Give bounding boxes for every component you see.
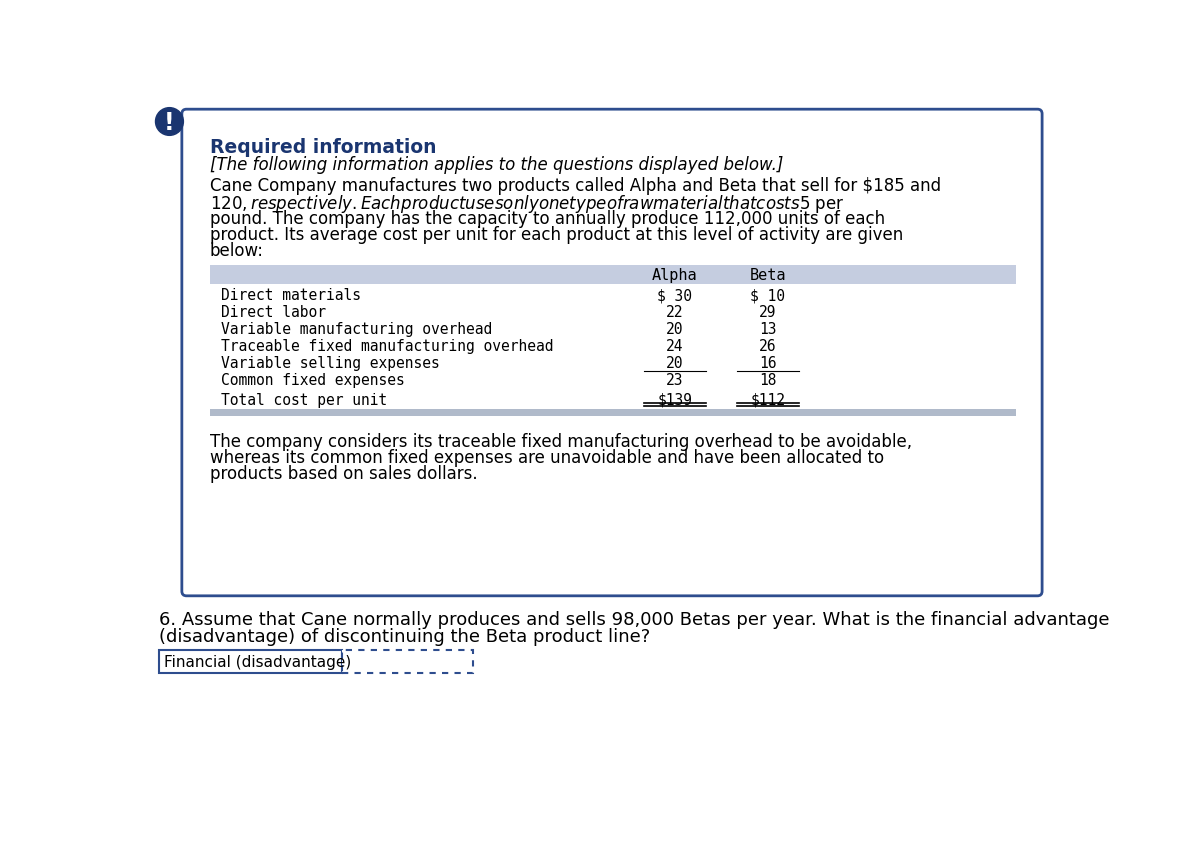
Text: $139: $139 (657, 392, 693, 407)
Text: 20: 20 (665, 356, 683, 370)
Text: 16: 16 (759, 356, 777, 370)
FancyBboxPatch shape (160, 650, 342, 673)
Text: Traceable fixed manufacturing overhead: Traceable fixed manufacturing overhead (221, 339, 554, 353)
Text: $ 10: $ 10 (751, 287, 785, 303)
Text: below:: below: (209, 241, 264, 259)
Text: 18: 18 (759, 372, 777, 387)
Text: Variable selling expenses: Variable selling expenses (221, 356, 440, 370)
Text: 23: 23 (665, 372, 683, 387)
Text: 24: 24 (665, 339, 683, 353)
Text: whereas its common fixed expenses are unavoidable and have been allocated to: whereas its common fixed expenses are un… (209, 449, 884, 467)
Text: (disadvantage) of discontinuing the Beta product line?: (disadvantage) of discontinuing the Beta… (160, 628, 650, 646)
Text: $ 30: $ 30 (657, 287, 693, 303)
Text: 22: 22 (665, 305, 683, 320)
Text: 6. Assume that Cane normally produces and sells 98,000 Betas per year. What is t: 6. Assume that Cane normally produces an… (160, 611, 1110, 629)
Text: product. Its average cost per unit for each product at this level of activity ar: product. Its average cost per unit for e… (209, 225, 903, 243)
Text: Alpha: Alpha (652, 268, 697, 282)
Text: [The following information applies to the questions displayed below.]: [The following information applies to th… (209, 155, 784, 173)
Text: !: ! (164, 110, 175, 134)
Text: $120, respectively. Each product uses only one type of raw material that costs $: $120, respectively. Each product uses on… (209, 193, 844, 215)
Text: Variable manufacturing overhead: Variable manufacturing overhead (221, 322, 493, 337)
Text: products based on sales dollars.: products based on sales dollars. (209, 465, 478, 483)
Text: 13: 13 (759, 322, 777, 337)
Text: The company considers its traceable fixed manufacturing overhead to be avoidable: The company considers its traceable fixe… (209, 432, 911, 450)
Circle shape (156, 108, 183, 136)
FancyBboxPatch shape (209, 266, 1015, 285)
Text: $112: $112 (751, 392, 785, 407)
FancyBboxPatch shape (209, 409, 1015, 417)
Text: Beta: Beta (749, 268, 786, 282)
Text: pound. The company has the capacity to annually produce 112,000 units of each: pound. The company has the capacity to a… (209, 209, 885, 227)
Text: Required information: Required information (209, 137, 436, 157)
FancyBboxPatch shape (182, 110, 1043, 596)
Text: 20: 20 (665, 322, 683, 337)
Text: Direct labor: Direct labor (221, 305, 326, 320)
Text: 29: 29 (759, 305, 777, 320)
Text: Financial (disadvantage): Financial (disadvantage) (164, 654, 351, 669)
FancyBboxPatch shape (342, 650, 473, 673)
Text: Cane Company manufactures two products called Alpha and Beta that sell for $185 : Cane Company manufactures two products c… (209, 177, 941, 195)
Text: 26: 26 (759, 339, 777, 353)
Text: Total cost per unit: Total cost per unit (221, 392, 388, 407)
Text: Direct materials: Direct materials (221, 287, 362, 303)
Text: Common fixed expenses: Common fixed expenses (221, 372, 405, 387)
